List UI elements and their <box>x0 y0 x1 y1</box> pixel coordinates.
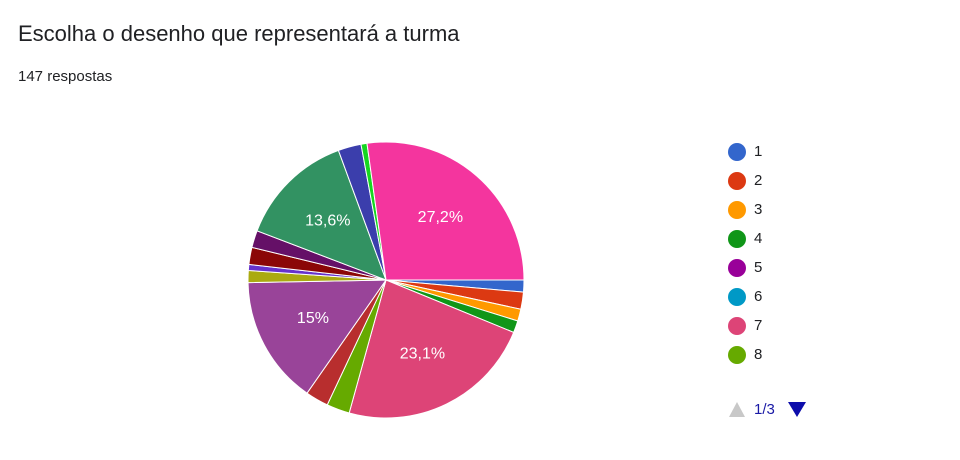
pie-slice <box>348 279 515 419</box>
legend: 1 2 3 4 5 6 7 8 <box>728 143 762 364</box>
legend-swatch <box>728 230 746 248</box>
legend-label: 7 <box>754 317 762 334</box>
legend-label: 8 <box>754 346 762 363</box>
legend-label: 5 <box>754 259 762 276</box>
legend-prev[interactable] <box>729 402 745 417</box>
response-count: 147 respostas <box>18 68 112 85</box>
legend-swatch <box>728 288 746 306</box>
pie-slice <box>247 279 387 394</box>
legend-swatch <box>728 346 746 364</box>
legend-swatch <box>728 259 746 277</box>
slice-label: 23,1% <box>400 346 445 363</box>
pie: 23,1% 15% 13,6% 27,2% <box>247 141 525 419</box>
legend-label: 2 <box>754 172 762 189</box>
legend-label: 1 <box>754 143 762 160</box>
legend-label: 4 <box>754 230 762 247</box>
slice-label: 13,6% <box>305 212 350 229</box>
legend-swatch <box>728 143 746 161</box>
legend-swatch <box>728 201 746 219</box>
question-title: Escolha o desenho que representará a tur… <box>18 21 460 46</box>
legend-swatch <box>728 317 746 335</box>
legend-label: 6 <box>754 288 762 305</box>
legend-next[interactable] <box>788 402 806 417</box>
legend-label: 3 <box>754 201 762 218</box>
slice-label: 27,2% <box>418 209 463 226</box>
pie-slice <box>366 141 525 281</box>
slice-label: 15% <box>297 310 329 327</box>
legend-swatch <box>728 172 746 190</box>
legend-page: 1/3 <box>754 401 775 418</box>
pie-slice <box>256 149 387 281</box>
